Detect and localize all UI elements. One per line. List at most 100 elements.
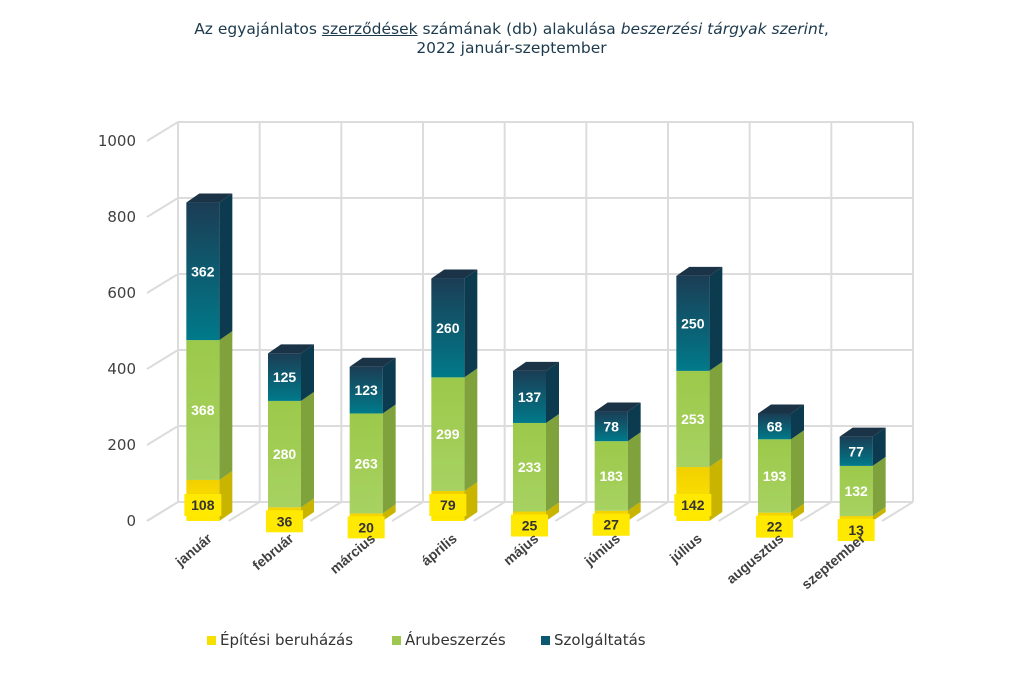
- data-label-epitesi: 22: [767, 519, 783, 535]
- x-tick-label: április: [418, 530, 460, 569]
- bar-side-aru: [382, 404, 396, 514]
- x-tick-label: február: [249, 530, 297, 574]
- bar-front-szolg: [758, 413, 791, 440]
- bar-front-aru: [839, 465, 873, 517]
- data-label-szolg: 137: [518, 389, 542, 405]
- bar-segment-szolg: [676, 266, 723, 371]
- data-label-epitesi: 108: [191, 497, 215, 513]
- floor-line: [391, 501, 424, 522]
- bar-side-szolg: [546, 361, 559, 423]
- bar-side-aru: [709, 361, 723, 468]
- bar-front-szolg: [513, 370, 546, 423]
- bar-side-szolg: [627, 402, 641, 442]
- bar-front-aru: [676, 370, 710, 468]
- gridline-depth: [146, 425, 179, 446]
- legend-item-aru: Árubeszerzés: [392, 631, 506, 649]
- bar-side-szolg: [382, 357, 396, 414]
- bar-side-szolg: [301, 344, 314, 401]
- floor-line: [473, 501, 506, 522]
- bar-side-aru: [219, 331, 233, 480]
- bar-segment-aru: [186, 331, 233, 480]
- bar-segment-aru: [758, 430, 804, 513]
- legend-label-szolg: Szolgáltatás: [554, 631, 646, 649]
- bar-segment-szolg: [513, 361, 559, 423]
- data-label-aru: 263: [354, 455, 378, 471]
- data-label-bg: [184, 494, 222, 516]
- data-label-aru: 368: [191, 402, 215, 418]
- bar-side-szolg: [872, 427, 886, 466]
- y-axis: 0 200 400 600 800 1000: [98, 132, 136, 530]
- bar-segment-aru: [431, 368, 478, 491]
- bar-side-epitesi: [872, 507, 886, 521]
- legend-swatch-epitesi: [207, 635, 216, 645]
- bar-front-aru: [594, 441, 628, 511]
- legend-swatch-szolg: [541, 635, 550, 645]
- data-label-epitesi: 27: [603, 517, 619, 533]
- bar-segment-aru: [349, 404, 396, 514]
- bar-segment-aru: [839, 456, 886, 517]
- bar-top-cap: [839, 427, 886, 437]
- bar-front-aru: [186, 340, 220, 480]
- bar-side-aru: [627, 432, 641, 511]
- bar-front-szolg: [431, 278, 465, 378]
- data-label-epitesi: 142: [681, 497, 705, 513]
- bar-segment-szolg: [268, 344, 314, 401]
- bar-front-epitesi: [839, 516, 873, 521]
- gridline-depth: [146, 197, 179, 218]
- bar-top-cap: [431, 269, 478, 279]
- floor-line: [554, 501, 587, 522]
- bar-side-epitesi: [301, 498, 314, 521]
- bar-segment-aru: [594, 432, 641, 511]
- bar-side-epitesi: [219, 470, 233, 521]
- y-tick-label: 0: [126, 512, 136, 530]
- bar-segment-szolg: [431, 269, 478, 378]
- data-label-szolg: 123: [354, 382, 378, 398]
- bar-top-cap: [758, 404, 804, 414]
- data-label-szolg: 77: [848, 443, 864, 459]
- bar-front-aru: [268, 400, 301, 508]
- y-tick-label: 600: [107, 284, 136, 302]
- gridline-depth: [146, 349, 179, 370]
- bars: 108 368 362 36 280 125 20 263 123 79 299 260 25 233 13…: [184, 193, 886, 542]
- bar-side-epitesi: [546, 502, 559, 521]
- bar-front-szolg: [349, 366, 383, 414]
- bar-front-szolg: [839, 436, 873, 466]
- data-label-aru: 280: [273, 446, 297, 462]
- bar-top-cap: [676, 266, 723, 276]
- data-label-bg: [756, 515, 793, 538]
- x-tick-label: június: [580, 530, 623, 570]
- gridline-depth: [146, 121, 179, 142]
- data-label-aru: 299: [436, 426, 460, 442]
- data-label-aru: 233: [518, 459, 542, 475]
- y-tick-label: 1000: [98, 132, 136, 150]
- data-label-bg: [837, 519, 875, 542]
- bar-front-aru: [758, 439, 791, 513]
- data-label-aru: 253: [681, 411, 705, 427]
- data-label-bg: [511, 514, 548, 537]
- data-label-epitesi: 36: [277, 513, 293, 529]
- legend-item-epitesi: Építési beruházás: [207, 631, 353, 649]
- bar-front-aru: [431, 377, 465, 491]
- floor-line: [146, 501, 179, 522]
- x-tick-label: szeptember: [798, 530, 868, 593]
- data-label-aru: 183: [599, 468, 623, 484]
- bar-segment-szolg: [839, 427, 886, 466]
- data-label-bg: [429, 494, 467, 516]
- x-axis: január február március április május június jú…: [172, 530, 869, 593]
- x-tick-label: január: [172, 530, 216, 570]
- bar-segment-szolg: [758, 404, 804, 440]
- bar-segment-epitesi: [839, 507, 886, 521]
- data-label-aru: 132: [844, 483, 868, 499]
- bar-side-epitesi: [709, 458, 723, 521]
- data-label-bg: [674, 494, 712, 516]
- legend-label-aru: Árubeszerzés: [405, 631, 506, 649]
- y-tick-label: 400: [107, 360, 136, 378]
- floor-line: [799, 501, 832, 522]
- floor-line: [309, 501, 342, 522]
- bar-segment-szolg: [349, 357, 396, 414]
- bar-front-szolg: [594, 411, 628, 442]
- bar-front-aru: [349, 413, 383, 514]
- data-label-szolg: 78: [603, 418, 619, 434]
- bar-segment-aru: [268, 391, 314, 508]
- x-tick-label: augusztus: [723, 530, 786, 587]
